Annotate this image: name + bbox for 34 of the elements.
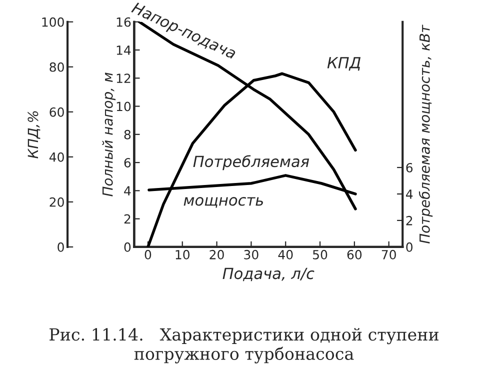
y2-tick-label: 6 [406, 162, 413, 172]
y-tick-label: 10 [116, 102, 131, 112]
y-tick-label: 12 [116, 74, 130, 83]
x-tick-label: 40 [278, 250, 293, 260]
y3-tick-label: 100 [42, 17, 64, 27]
y-tick-label: 14 [116, 46, 131, 55]
x-tick-label: 10 [176, 250, 190, 260]
text: Рис. 11.14. Характеристики одной ступени погружного турбонасоса [50, 328, 438, 364]
text: Потребляемая мощность [184, 155, 310, 208]
y3-axis-title: КПД,% [28, 111, 40, 158]
y2-tick-label: 4 [406, 190, 413, 199]
y-axis-title: Полный напор, м [102, 72, 116, 196]
y3-tick-label: 40 [49, 152, 64, 162]
y-tick-label: 8 [124, 130, 131, 140]
y-tick-label: 6 [124, 158, 131, 168]
x-tick-label: 30 [244, 250, 258, 260]
y2-tick-label: 0 [406, 242, 412, 252]
x-tick-label: 20 [210, 250, 224, 260]
y-tick-label: 0 [124, 242, 131, 252]
y2-axis-title: Потребляемая мощность, кВт [418, 24, 433, 244]
y3-tick-label: 20 [50, 197, 64, 207]
y2-tick-label: 2 [406, 216, 412, 226]
series-label: КПД [327, 57, 361, 71]
x-axis-title: Подача, л/с [222, 268, 314, 282]
y3-tick-label: 80 [50, 62, 64, 72]
y3-tick-label: 0 [58, 242, 64, 252]
x-tick-label: 0 [144, 250, 152, 260]
x-tick-label: 70 [382, 250, 396, 260]
x-tick-label: 60 [347, 250, 362, 260]
y-tick-label: 2 [124, 214, 130, 224]
y-tick-label: 4 [124, 186, 131, 196]
x-tick-label: 50 [313, 250, 328, 260]
y3-tick-label: 60 [50, 107, 64, 117]
y-tick-label: 16 [116, 17, 131, 27]
